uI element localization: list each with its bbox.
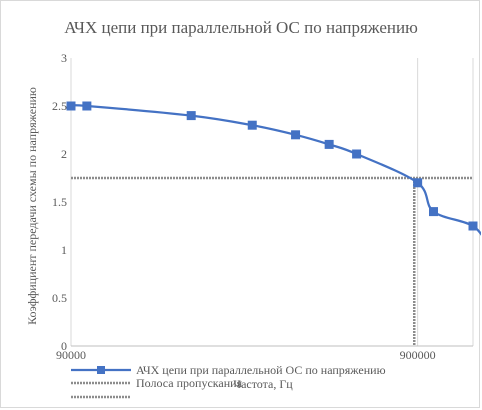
data-point-marker <box>66 101 76 111</box>
y-tick-label: 2.5 <box>52 99 67 113</box>
y-tick-label: 2 <box>61 147 67 161</box>
y-tick-label: 0.5 <box>52 291 67 305</box>
y-tick-label: 1 <box>61 243 67 257</box>
data-point-marker <box>324 139 334 149</box>
chart-title: АЧХ цепи при параллельной ОС по напряжен… <box>64 18 418 37</box>
data-point-marker <box>352 149 362 159</box>
y-tick-label: 0 <box>61 339 67 353</box>
data-point-marker <box>247 120 257 130</box>
x-axis-label: Частота, Гц <box>233 377 293 391</box>
legend: АЧХ цепи при параллельной ОС по напряжен… <box>71 363 386 399</box>
y-tick-label: 3 <box>61 51 67 65</box>
series-line <box>70 104 481 236</box>
x-tick-label: 90000 <box>56 348 86 362</box>
data-point-marker <box>82 101 92 111</box>
data-point-marker <box>413 178 423 188</box>
data-point-marker <box>186 111 196 121</box>
data-point-marker <box>468 221 478 231</box>
x-tick-label: 900000 <box>400 348 436 362</box>
data-point-marker <box>429 207 439 217</box>
legend-series-marker <box>97 366 105 374</box>
y-axis-label: Коэффициент передачи схемы по напряжению <box>25 87 39 325</box>
y-tick-label: 1.5 <box>52 195 67 209</box>
legend-series-label: АЧХ цепи при параллельной ОС по напряжен… <box>136 363 386 377</box>
data-point-marker <box>291 130 301 140</box>
legend-bandwidth-label: Полоса пропускания <box>136 376 243 390</box>
